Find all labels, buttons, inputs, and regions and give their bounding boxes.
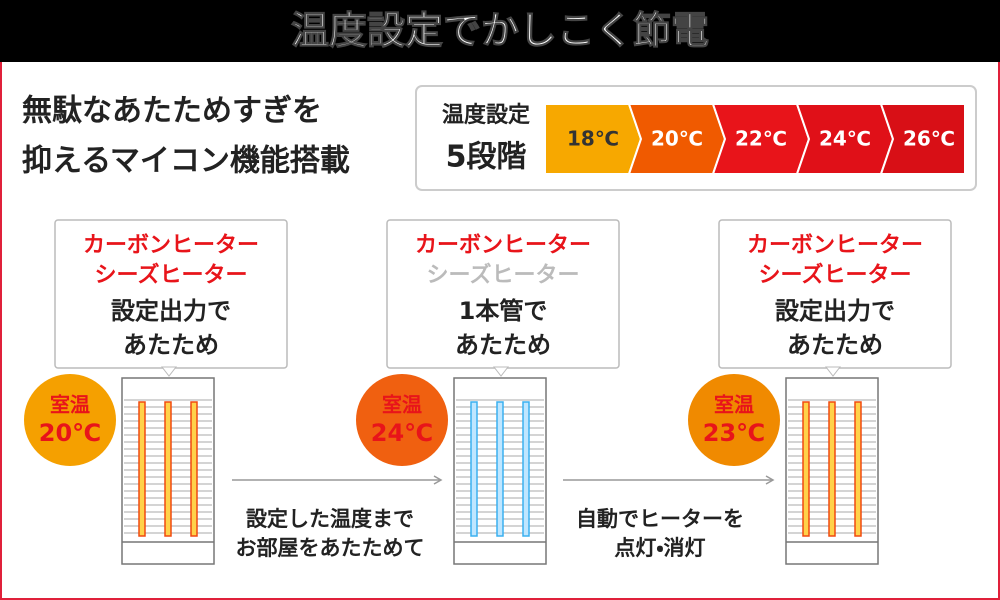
heater-tube <box>470 401 478 537</box>
step-label: 18℃ <box>567 127 619 151</box>
caption: 自動でヒーターを <box>576 507 744 531</box>
header-bar <box>0 0 1000 62</box>
heater-tube <box>496 401 504 537</box>
arrow-head <box>765 475 775 485</box>
levels-count: 5段階 <box>446 140 527 175</box>
levels-label: 温度設定 <box>442 102 530 128</box>
panels: カーボンヒーターシーズヒーター設定出力であたため室温20℃カーボンヒーターシーズ… <box>24 219 952 565</box>
heater-tube <box>190 401 198 537</box>
intro-line: 無駄なあたためすぎを <box>22 94 322 129</box>
header-title: 温度設定でかしこく節電 <box>291 9 709 53</box>
bubble-tail <box>824 366 842 377</box>
intro-line: 抑えるマイコン機能搭載 <box>22 144 350 179</box>
badge-label: 室温 <box>382 393 422 417</box>
bubble-line: あたため <box>123 331 219 359</box>
bubble-line: カーボンヒーター <box>415 233 591 258</box>
bubble-line: カーボンヒーター <box>747 233 923 258</box>
badge-temp: 23℃ <box>703 419 765 447</box>
caption: 設定した温度まで <box>246 507 414 531</box>
bubble-line: あたため <box>787 331 883 359</box>
badge-label: 室温 <box>50 393 90 417</box>
heater-tube <box>802 401 810 537</box>
bubble-line: シーズヒーター <box>95 262 248 288</box>
temp-badge <box>688 374 780 466</box>
step-label: 24℃ <box>819 127 871 151</box>
heater-tube <box>828 401 836 537</box>
heater-tube <box>854 401 862 537</box>
step-label: 26℃ <box>903 127 955 151</box>
step-label: 22℃ <box>735 127 787 151</box>
temp-badge <box>24 374 116 466</box>
bubble-line: あたため <box>455 331 551 359</box>
heater-tube <box>138 401 146 537</box>
bubble-line: シーズヒーター <box>427 262 580 288</box>
caption: 点灯・消灯 <box>614 536 705 560</box>
step-chevron <box>879 103 966 175</box>
bubble-line: 設定出力で <box>775 297 895 325</box>
bubble-line: 設定出力で <box>111 297 231 325</box>
bubble-tail <box>160 366 178 377</box>
bubble-line: シーズヒーター <box>759 262 912 288</box>
heater-tube <box>164 401 172 537</box>
heater-tube <box>522 401 530 537</box>
temp-badge <box>356 374 448 466</box>
bubble-line: 1本管で <box>459 297 548 325</box>
levels-steps: 18℃ 20℃ 22℃ 24℃ 26℃ <box>544 103 966 175</box>
caption: お部屋をあたためて <box>236 536 425 560</box>
bubble-tail <box>492 366 510 377</box>
step-label: 20℃ <box>651 127 703 151</box>
arrow-head <box>433 475 443 485</box>
badge-temp: 24℃ <box>371 419 433 447</box>
badge-label: 室温 <box>714 393 754 417</box>
bubble-line: カーボンヒーター <box>83 233 259 258</box>
badge-temp: 20℃ <box>39 419 101 447</box>
